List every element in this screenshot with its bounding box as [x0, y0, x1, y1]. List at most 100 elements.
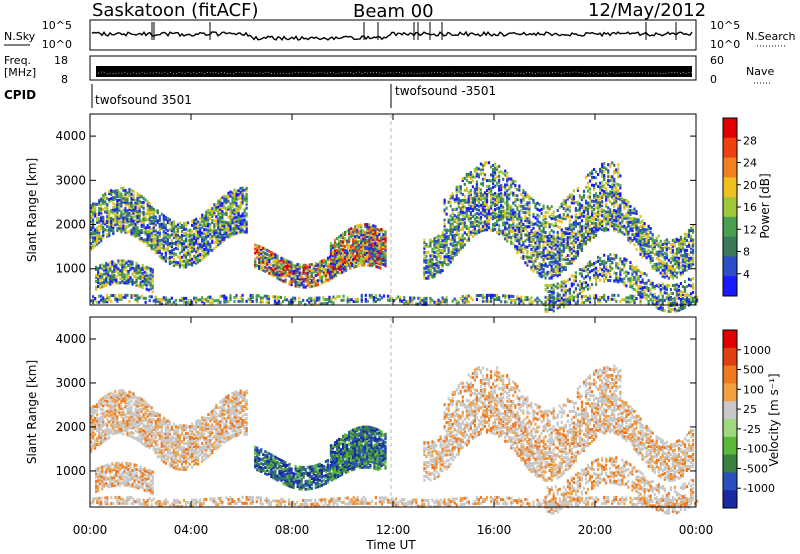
echo-cell: [158, 230, 161, 234]
echo-cell: [105, 281, 108, 285]
echo-cell: [601, 168, 604, 172]
echo-cell: [597, 228, 600, 232]
echo-cell: [675, 261, 678, 265]
echo-cell: [233, 194, 236, 198]
echo-cell: [461, 221, 464, 225]
echo-cell: [574, 201, 577, 205]
echo-cell: [457, 205, 460, 209]
echo-cell: [669, 250, 672, 254]
echo-cell: [337, 251, 341, 255]
echo-cell: [613, 257, 616, 261]
echo-cell: [588, 171, 592, 175]
echo-cell: [615, 192, 618, 196]
echo-cell: [504, 223, 507, 227]
echo-cell: [188, 240, 192, 244]
echo-cell: [441, 251, 444, 255]
echo-cell: [229, 224, 232, 228]
echo-cell: [356, 244, 359, 248]
freq-frame: [89, 55, 697, 81]
echo-cell: [588, 239, 592, 243]
echo-cell: [182, 263, 186, 267]
echo-cell: [310, 280, 313, 284]
echo-cell: [241, 192, 244, 196]
echo-cell: [227, 235, 230, 239]
echo-cell: [520, 218, 523, 222]
echo-cell: [564, 203, 567, 207]
echo-cell: [145, 273, 148, 277]
echo-cell: [554, 265, 557, 269]
echo-cell: [510, 230, 513, 234]
echo-cell: [526, 203, 529, 207]
echo-cell: [284, 274, 287, 278]
echo-cell: [148, 225, 151, 229]
echo-cell: [215, 207, 218, 211]
echo-cell: [352, 238, 355, 242]
echo-cell: [481, 193, 485, 197]
echo-cell: [156, 251, 159, 255]
echo-cell: [219, 227, 222, 231]
echo-cell: [166, 246, 169, 250]
echo-cell: [105, 269, 108, 273]
echo-cell: [683, 268, 687, 272]
echo-cell: [326, 264, 330, 268]
echo-cell: [186, 253, 190, 257]
echo-cell: [280, 262, 283, 266]
echo-cell: [433, 266, 436, 270]
echo-cell: [500, 198, 503, 202]
echo-cell: [677, 260, 681, 264]
echo-cell: [457, 222, 460, 226]
echo-cell: [538, 240, 541, 244]
echo-cell: [225, 220, 228, 224]
echo-cell: [639, 252, 642, 256]
echo-cell: [106, 225, 109, 229]
echo-cell: [590, 229, 594, 233]
echo-cell: [344, 254, 347, 258]
echo-cell: [425, 276, 428, 280]
echo-cell: [550, 223, 553, 227]
echo-cell: [599, 221, 602, 225]
echo-cell: [130, 202, 133, 206]
echo-cell: [105, 271, 108, 275]
echo-cell: [348, 236, 351, 240]
echo-cell: [605, 277, 608, 281]
echo-cell: [574, 275, 577, 279]
echo-cell: [592, 231, 596, 235]
echo-cell: [137, 270, 140, 274]
echo-cell: [467, 198, 470, 202]
echo-cell: [90, 234, 93, 238]
echo-cell: [272, 264, 275, 268]
echo-cell: [588, 173, 592, 177]
echo-cell: [168, 258, 171, 262]
echo-cell: [191, 223, 194, 227]
echo-cell: [449, 242, 452, 246]
echo-cell: [586, 185, 590, 189]
echo-cell: [118, 204, 121, 208]
echo-cell: [337, 267, 341, 271]
echo-cell: [280, 272, 283, 276]
echo-cell: [683, 256, 687, 260]
echo-cell: [199, 233, 202, 237]
echo-cell: [316, 265, 319, 269]
echo-cell: [471, 175, 474, 179]
echo-cell: [633, 237, 636, 241]
echo-cell: [274, 263, 277, 267]
echo-cell: [566, 207, 569, 211]
echo-cell: [588, 231, 592, 235]
echo-cell: [106, 234, 109, 238]
echo-cell: [374, 256, 377, 260]
echo-cell: [607, 228, 610, 232]
echo-cell: [449, 228, 452, 232]
echo-cell: [110, 210, 113, 214]
echo-cell: [574, 234, 577, 238]
echo-cell: [221, 226, 224, 230]
echo-cell: [425, 254, 428, 258]
echo-cell: [431, 271, 434, 275]
echo-cell: [168, 262, 171, 266]
echo-cell: [532, 239, 535, 243]
echo-cell: [188, 230, 192, 234]
echo-cell: [663, 275, 666, 279]
echo-cell: [663, 263, 666, 267]
echo-cell: [384, 234, 387, 238]
echo-cell: [370, 247, 373, 251]
echo-cell: [568, 215, 571, 219]
